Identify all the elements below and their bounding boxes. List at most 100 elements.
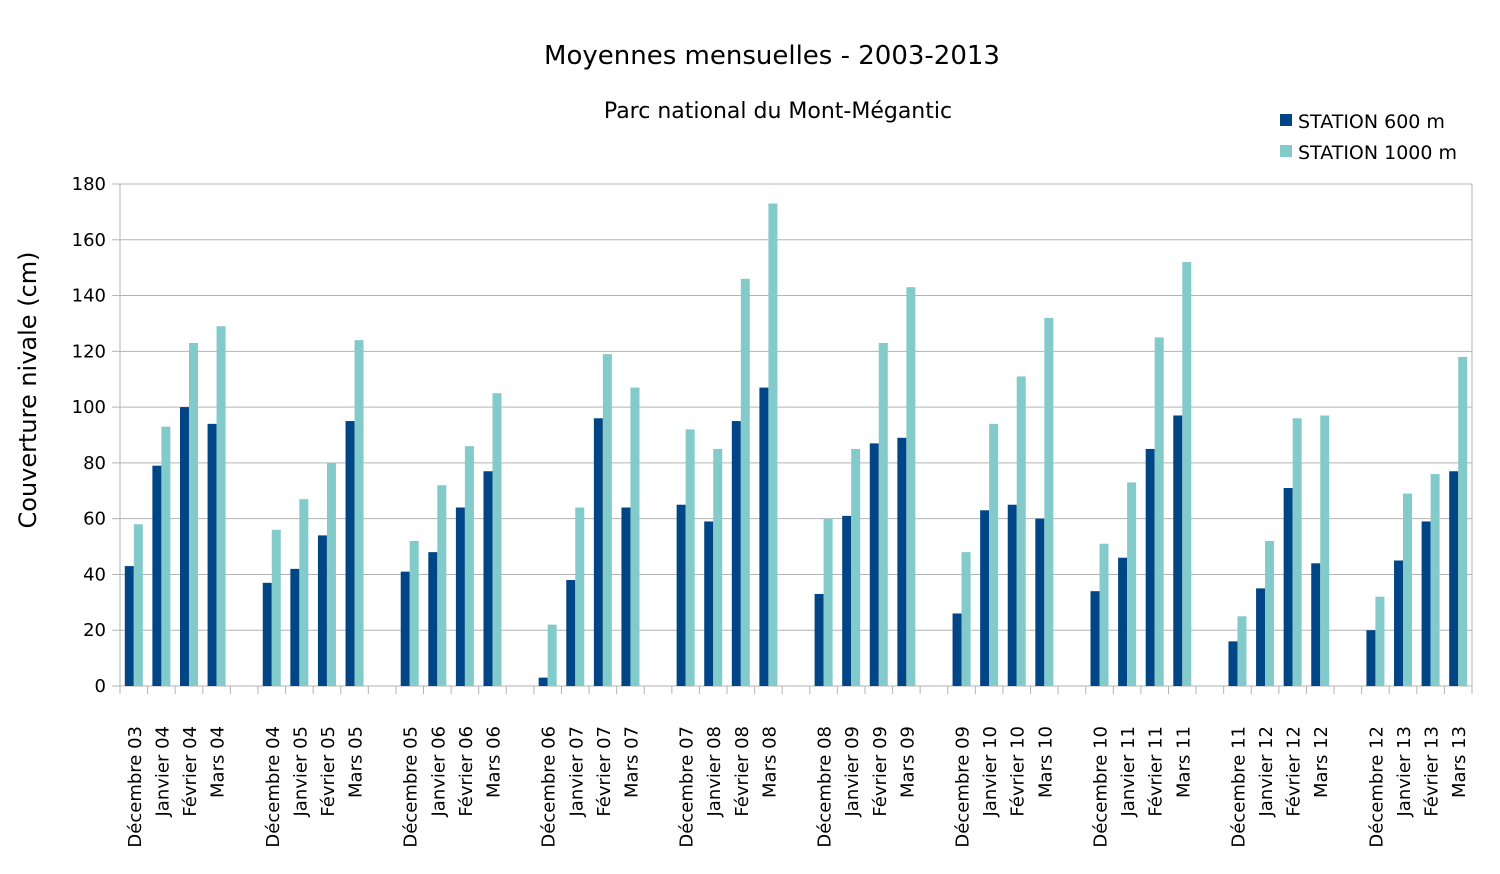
- bar-station-1000-mars-04: [216, 326, 226, 686]
- bar-station-1000-janvier-06: [437, 485, 447, 686]
- bar-station-600-février-07: [593, 418, 603, 686]
- bar-station-1000-décembre-06: [547, 624, 557, 686]
- bar-station-600-mars-06: [483, 471, 493, 686]
- bar-station-1000-décembre-11: [1237, 616, 1247, 686]
- bar-station-600-février-09: [869, 443, 879, 686]
- bar-station-1000-mars-05: [354, 340, 364, 686]
- x-tick-label: Mars 04: [208, 726, 229, 798]
- bar-station-600-février-08: [731, 421, 741, 686]
- bar-station-1000-mars-07: [630, 387, 640, 686]
- bar-station-600-février-06: [455, 507, 465, 686]
- x-tick-label: Janvier 06: [428, 726, 449, 818]
- y-tick-label-80: 80: [83, 453, 106, 474]
- bar-station-1000-janvier-11: [1127, 482, 1137, 686]
- bar-station-600-mars-09: [897, 437, 907, 686]
- y-axis-label: Couverture nivale (cm): [14, 252, 42, 529]
- y-tick-label-180: 180: [72, 174, 106, 195]
- bar-station-600-février-12: [1283, 487, 1293, 686]
- y-tick-label-140: 140: [72, 286, 106, 307]
- bar-station-1000-décembre-03: [133, 524, 143, 686]
- bar-station-1000-décembre-12: [1375, 596, 1385, 686]
- bar-station-600-mars-08: [759, 387, 769, 686]
- x-tick-label: Février 10: [1008, 726, 1029, 817]
- bar-station-600-mars-07: [621, 507, 631, 686]
- bar-station-1000-février-12: [1292, 418, 1302, 686]
- bar-station-1000-février-09: [878, 342, 888, 686]
- legend-label-station-1000: STATION 1000 m: [1298, 142, 1457, 164]
- bar-station-600-mars-11: [1173, 415, 1183, 686]
- bar-station-1000-décembre-04: [271, 529, 281, 686]
- x-tick-label: Décembre 03: [125, 726, 146, 848]
- plot-area: 0 20 40 60 80 100 120 140 160 180 Décembre 03 Janvi…: [72, 174, 1473, 848]
- bar-station-1000-mars-08: [768, 203, 778, 686]
- chart-title: Moyennes mensuelles - 2003-2013: [544, 41, 1000, 71]
- y-tick-label-40: 40: [83, 564, 106, 585]
- bar-station-600-mars-10: [1035, 518, 1045, 686]
- x-tick-label: Mars 06: [483, 726, 504, 798]
- bar-station-1000-janvier-10: [989, 423, 999, 686]
- bar-station-1000-mars-09: [906, 287, 916, 686]
- x-tick-label: Janvier 11: [1118, 726, 1139, 818]
- y-tick-label-20: 20: [83, 620, 106, 641]
- bar-station-1000-mars-13: [1458, 356, 1468, 686]
- x-tick-label: Décembre 05: [401, 726, 422, 848]
- legend-swatch-station-1000: [1280, 145, 1292, 157]
- bar-station-1000-janvier-04: [161, 426, 171, 686]
- bar-station-1000-janvier-09: [851, 448, 861, 686]
- x-tick-label: Décembre 11: [1228, 726, 1249, 848]
- x-tick-label: Février 13: [1422, 726, 1443, 817]
- y-tick-label-0: 0: [95, 676, 106, 697]
- bar-station-600-février-10: [1007, 504, 1017, 686]
- bar-station-1000-février-13: [1430, 474, 1440, 686]
- x-tick-label: Décembre 10: [1091, 726, 1112, 848]
- bar-station-1000-janvier-08: [713, 448, 723, 686]
- bar-station-1000-décembre-08: [823, 518, 833, 686]
- bar-station-1000-janvier-05: [299, 499, 309, 686]
- bar-station-1000-février-10: [1016, 376, 1026, 686]
- x-tick-label: Février 09: [870, 726, 891, 817]
- x-tick-label: Février 11: [1146, 726, 1167, 817]
- x-tick-label: Mars 11: [1173, 726, 1194, 798]
- legend: STATION 600 m STATION 1000 m: [1280, 111, 1457, 164]
- bar-station-1000-décembre-05: [409, 540, 419, 686]
- bar-station-1000-janvier-13: [1403, 493, 1413, 686]
- bar-station-1000-décembre-07: [685, 429, 695, 686]
- bar-station-600-janvier-13: [1394, 560, 1404, 686]
- bar-station-600-décembre-06: [538, 677, 548, 686]
- bar-station-1000-mars-12: [1320, 415, 1330, 686]
- x-tick-label: Janvier 08: [704, 726, 725, 818]
- x-tick-label: Février 07: [594, 726, 615, 817]
- y-tick-label-160: 160: [72, 230, 106, 251]
- bar-station-600-mars-12: [1311, 563, 1321, 686]
- bar-station-600-janvier-11: [1118, 557, 1128, 686]
- bar-station-600-décembre-03: [124, 566, 134, 686]
- x-tick-label: Janvier 12: [1256, 726, 1277, 818]
- bar-station-600-décembre-04: [262, 582, 272, 686]
- bar-station-600-janvier-07: [566, 580, 576, 686]
- bar-station-1000-février-06: [464, 446, 474, 686]
- bar-station-600-janvier-10: [980, 510, 990, 686]
- x-tick-label: Janvier 07: [566, 726, 587, 818]
- bar-station-600-décembre-07: [676, 504, 686, 686]
- bar-station-600-février-13: [1421, 521, 1431, 686]
- x-tick-label: Janvier 10: [980, 726, 1001, 818]
- bar-station-1000-février-07: [602, 354, 612, 686]
- bar-station-1000-février-05: [326, 462, 336, 686]
- x-tick-label: Mars 08: [759, 726, 780, 798]
- x-tick-label: Mars 12: [1311, 726, 1332, 798]
- bar-station-600-janvier-08: [704, 521, 714, 686]
- y-tick-label-120: 120: [72, 341, 106, 362]
- x-tick-label: Décembre 06: [539, 726, 560, 848]
- bar-station-600-décembre-08: [814, 593, 824, 686]
- x-tick-label: Décembre 07: [677, 726, 698, 848]
- x-tick-label: Février 12: [1284, 726, 1305, 817]
- x-tick-label: Février 08: [732, 726, 753, 817]
- bar-station-600-décembre-12: [1366, 630, 1376, 686]
- bar-station-1000-mars-06: [492, 393, 502, 686]
- bar-station-600-décembre-09: [952, 613, 962, 686]
- bar-station-600-mars-05: [345, 421, 355, 686]
- x-tick-label: Février 05: [318, 726, 339, 817]
- bar-station-600-décembre-11: [1228, 641, 1238, 686]
- bar-station-1000-décembre-10: [1099, 543, 1109, 686]
